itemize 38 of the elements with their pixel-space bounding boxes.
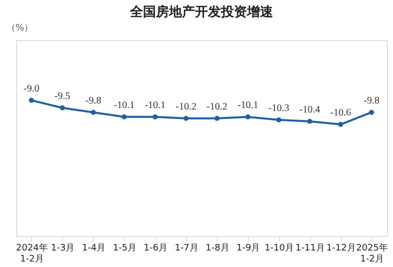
data-label: -10.2 xyxy=(206,101,228,112)
y-axis-title: （%） xyxy=(6,24,34,34)
point xyxy=(369,110,374,115)
data-label: -9.5 xyxy=(54,90,70,102)
chart-title: 全国房地产开发投资增速 xyxy=(129,4,274,20)
point xyxy=(28,98,34,103)
point xyxy=(184,116,189,121)
x-tick-label: 1-9月 xyxy=(236,244,260,254)
x-tick-label: 1-3月 xyxy=(51,244,75,254)
x-tick-label: 1-11月 xyxy=(295,244,325,254)
point xyxy=(152,114,158,120)
x-tick-label: 1-7月 xyxy=(174,244,198,254)
x-tick-label: 2025年 1-2月 xyxy=(356,242,388,264)
data-label: -9.0 xyxy=(24,83,40,94)
data-label: -10.1 xyxy=(144,100,166,111)
data-label: -10.3 xyxy=(268,102,290,114)
x-tick-label: 1-4月 xyxy=(82,244,106,254)
x-tick-label: 1-12月 xyxy=(326,244,356,254)
x-tick-label: 1-10月 xyxy=(264,244,294,254)
x-tick-label: 1-8月 xyxy=(206,244,230,254)
data-label: -10.6 xyxy=(330,107,352,118)
point xyxy=(338,122,344,127)
data-label: -10.2 xyxy=(176,101,196,112)
point xyxy=(122,114,127,120)
point xyxy=(60,105,65,110)
point xyxy=(245,114,250,120)
x-tick-label: 1-6月 xyxy=(144,244,168,254)
point xyxy=(307,118,312,124)
point xyxy=(276,117,282,122)
point xyxy=(214,116,220,121)
data-label: -10.1 xyxy=(237,100,258,111)
data-label: -9.8 xyxy=(364,95,380,106)
data-label: -9.8 xyxy=(85,95,102,106)
x-tick-label: 2024年 1-2月 xyxy=(16,242,48,264)
point xyxy=(90,110,96,115)
data-label: -10.4 xyxy=(299,104,320,116)
x-tick-label: 1-5月 xyxy=(112,244,137,254)
data-label: -10.1 xyxy=(114,100,135,111)
